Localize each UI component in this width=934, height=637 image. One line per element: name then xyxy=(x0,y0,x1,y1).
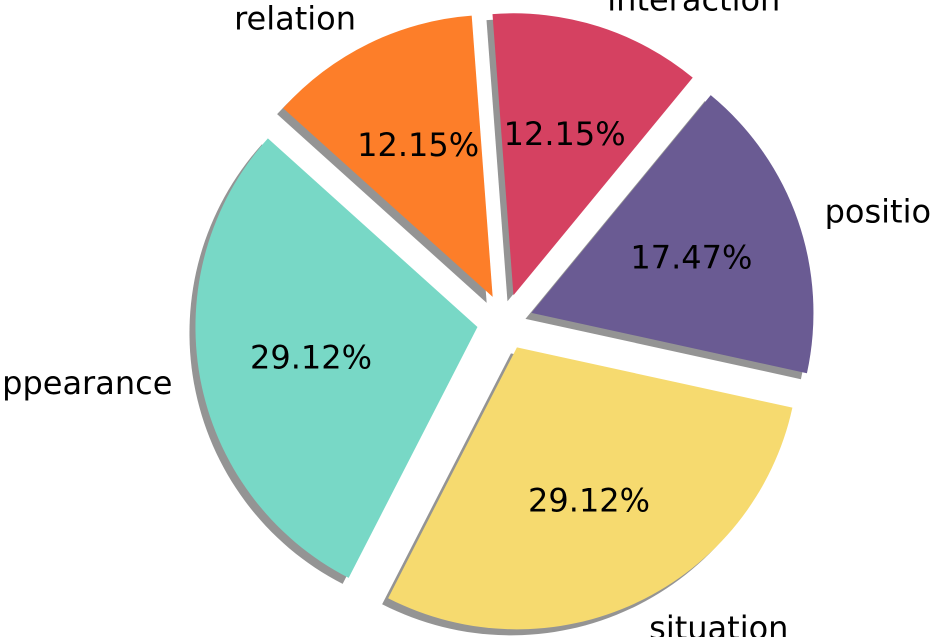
label-interaction: interaction xyxy=(607,0,780,19)
pct-label-interaction: 12.15% xyxy=(504,115,626,153)
label-appearance: appearance xyxy=(0,364,172,402)
label-relation: relation xyxy=(234,0,356,37)
label-situation: situation xyxy=(649,609,788,637)
pct-label-situation: 29.12% xyxy=(528,481,650,519)
pct-label-position: 17.47% xyxy=(630,239,752,277)
pie-slices xyxy=(195,13,814,630)
slice-situation xyxy=(388,347,793,630)
slice-appearance xyxy=(195,138,478,578)
label-position: position xyxy=(825,192,934,230)
slice-relation xyxy=(283,15,493,297)
pct-label-appearance: 29.12% xyxy=(250,339,372,377)
pct-label-relation: 12.15% xyxy=(357,126,479,164)
slice-interaction xyxy=(492,13,693,296)
slice-position xyxy=(531,95,814,374)
